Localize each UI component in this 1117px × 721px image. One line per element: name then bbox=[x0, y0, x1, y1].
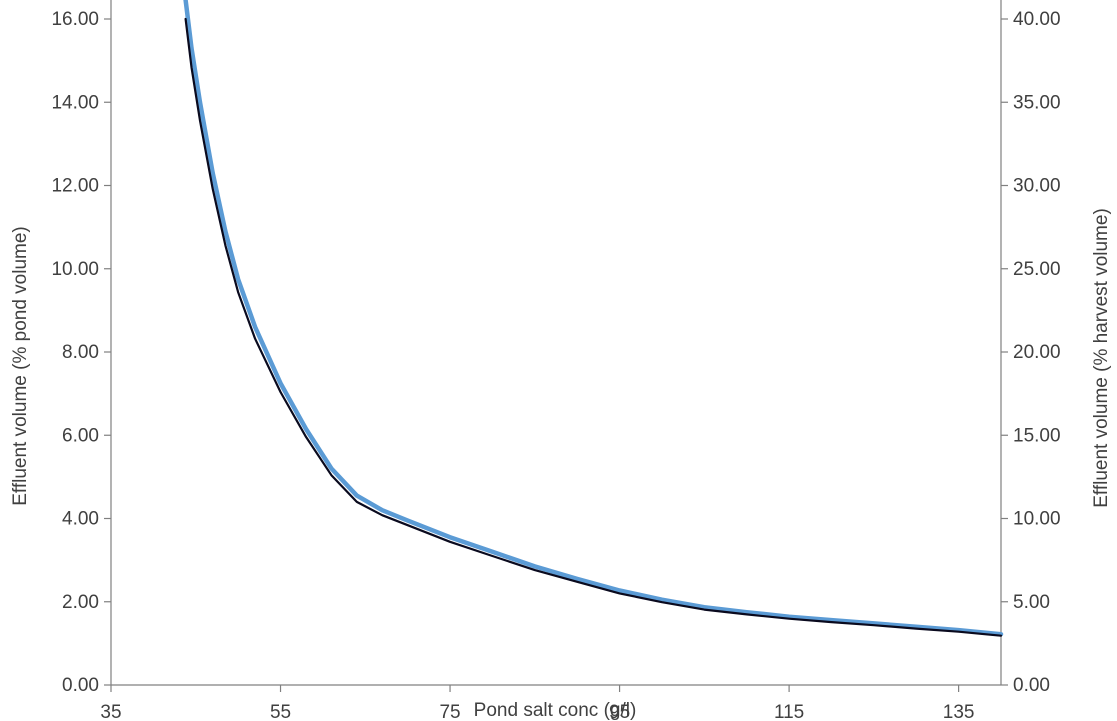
left-y-tick-label: 12.00 bbox=[51, 176, 99, 197]
right-y-tick-label: 40.00 bbox=[1013, 9, 1061, 30]
right-y-tick-label: 0.00 bbox=[1013, 675, 1050, 696]
labels-layer: Pond salt conc (g/l) Effluent volume (% … bbox=[10, 208, 1112, 721]
right-y-tick-label: 30.00 bbox=[1013, 176, 1061, 197]
left-y-tick-label: 16.00 bbox=[51, 9, 99, 30]
axes-layer: 35 55 75 95 115 135 0.00 2.00 4.00 6.00 8.00 10.00 1… bbox=[51, 0, 1061, 721]
x-tick-label: 95 bbox=[609, 702, 630, 721]
right-y-tick-label: 25.00 bbox=[1013, 259, 1061, 280]
series-layer bbox=[183, 0, 1004, 637]
right-y-tick-label: 20.00 bbox=[1013, 342, 1061, 363]
series-line-harvest-volume bbox=[184, 17, 1003, 637]
x-tick-label: 35 bbox=[100, 702, 121, 721]
left-y-tick-label: 10.00 bbox=[51, 259, 99, 280]
left-y-tick-label: 14.00 bbox=[51, 92, 99, 113]
left-y-tick-label: 6.00 bbox=[62, 425, 99, 446]
right-y-tick-label: 5.00 bbox=[1013, 592, 1050, 613]
left-y-axis-title: Effluent volume (% pond volume) bbox=[10, 226, 31, 506]
left-y-tick-label: 4.00 bbox=[62, 509, 99, 530]
x-tick-label: 135 bbox=[943, 702, 975, 721]
right-y-axis-title: Effluent volume (% harvest volume) bbox=[1091, 208, 1112, 508]
x-tick-label: 75 bbox=[439, 702, 460, 721]
left-y-tick-label: 0.00 bbox=[62, 675, 99, 696]
left-y-tick-label: 8.00 bbox=[62, 342, 99, 363]
x-axis-title: Pond salt conc (g/l) bbox=[474, 700, 637, 721]
x-tick-label: 55 bbox=[270, 702, 291, 721]
x-tick-label: 115 bbox=[774, 702, 804, 721]
series-line-pond-volume bbox=[183, 0, 1004, 637]
right-y-tick-label: 10.00 bbox=[1013, 509, 1061, 530]
left-y-tick-label: 2.00 bbox=[62, 592, 99, 613]
right-y-tick-label: 35.00 bbox=[1013, 92, 1061, 113]
right-y-tick-label: 15.00 bbox=[1013, 425, 1061, 446]
